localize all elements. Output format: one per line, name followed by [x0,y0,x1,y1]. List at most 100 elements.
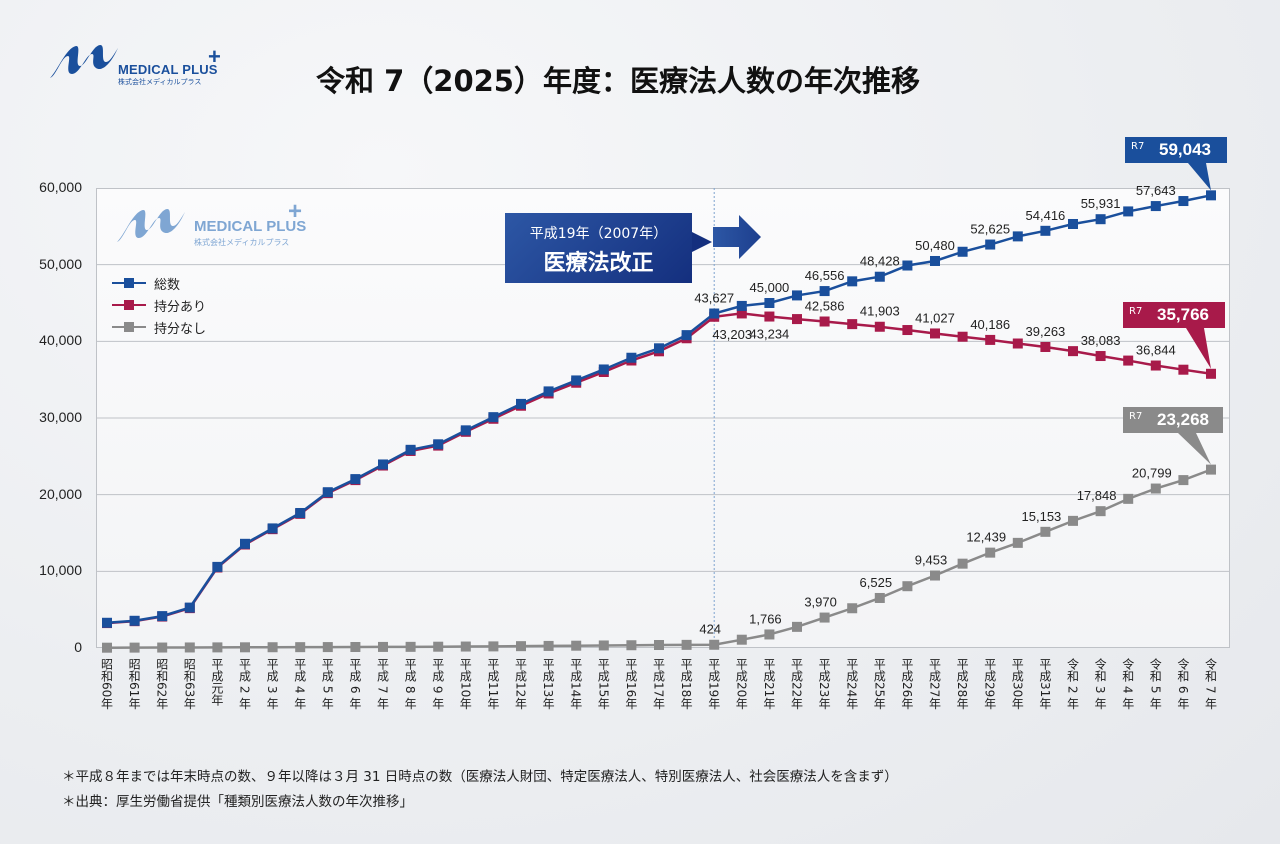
data-point [792,621,802,632]
watermark-swoosh-icon [117,208,185,242]
data-point [571,640,582,651]
data-point [681,639,692,650]
watermark-logo: MEDICAL PLUS + 株式会社メディカルプラス [108,198,308,254]
legend-swatch-icon [112,322,146,332]
data-point [543,386,554,397]
x-tick-label: 令和 5 年 [1148,658,1163,710]
data-point [1012,231,1023,242]
logo-plus: + [208,44,221,69]
data-point [1040,526,1051,537]
data-point [1150,360,1161,371]
data-point [1206,190,1216,201]
data-label: 20,799 [1132,466,1172,481]
watermark-plus: + [288,198,303,225]
data-point [1123,206,1134,217]
x-tick-label: 昭和63年 [182,658,197,710]
x-tick-label: 昭和60年 [99,658,114,710]
x-tick-label: 平成 5 年 [320,658,335,710]
data-point [129,642,140,653]
data-point [902,581,913,592]
data-point [847,603,858,614]
y-tick-label: 30,000 [39,409,82,425]
company-logo: MEDICAL PLUS + 株式会社メディカルプラス [48,40,228,90]
data-point [1178,196,1189,207]
data-label: 39,263 [1026,324,1066,339]
data-point [1095,506,1106,517]
annotation-title: 医療法改正 [543,251,654,276]
data-point [405,444,416,455]
data-label: 1,766 [749,611,782,626]
data-point [322,642,333,653]
data-point [433,439,444,450]
legend-label: 持分あり [154,299,207,315]
data-point [488,641,499,652]
data-point [516,641,526,652]
data-label: 17,848 [1077,488,1117,503]
data-point [516,398,526,409]
data-label: 46,556 [805,268,845,283]
data-point [957,246,968,257]
data-point [571,375,582,386]
data-label: 12,439 [966,530,1006,545]
x-tick-label: 昭和61年 [127,658,142,710]
x-tick-label: 平成12年 [513,658,528,710]
x-tick-label: 平成27年 [927,658,942,710]
data-point [709,639,720,650]
x-tick-label: 平成25年 [872,658,887,710]
data-label: 9,453 [915,553,948,568]
data-point [184,602,195,613]
callout-tag: R7 [1131,141,1145,152]
data-label: 3,970 [804,595,837,610]
data-point [985,239,996,250]
legend-item-total: 総数 [112,272,206,294]
data-point [543,640,554,651]
x-tick-label: 平成 8 年 [403,658,418,710]
logo-text: MEDICAL PLUS [118,62,218,77]
data-point [1068,218,1078,229]
data-label: 52,625 [970,222,1010,237]
x-tick-label: 平成 3 年 [265,658,280,710]
x-tick-label: 平成 2 年 [237,658,252,710]
data-point [985,334,996,345]
legend-swatch-icon [112,300,146,310]
data-point [212,561,223,572]
data-point [1206,368,1216,379]
annotation-pointer [692,232,712,252]
x-tick-label: 平成 7 年 [375,658,390,710]
data-label: 6,525 [860,575,893,590]
x-tick-label: 平成14年 [568,658,583,710]
logo-swoosh-icon [50,44,118,78]
data-point [792,290,802,301]
data-label: 424 [699,622,721,637]
x-tick-label: 昭和62年 [154,658,169,710]
data-point [460,425,471,436]
data-point [764,298,775,308]
data-label: 41,027 [915,310,955,325]
data-point [102,617,112,628]
callout-pointer [1186,328,1211,369]
watermark-text: MEDICAL PLUS [194,218,307,235]
data-label: 57,643 [1136,183,1176,198]
y-tick-label: 40,000 [39,332,82,349]
y-tick-label: 60,000 [39,179,82,195]
data-point [1095,214,1106,225]
data-point [295,642,306,653]
data-point [930,328,940,339]
data-point [874,321,885,332]
data-point [930,570,940,581]
callout-tag: R7 [1129,306,1143,317]
data-point [930,255,940,266]
law-revision-annotation: 平成19年（2007年） 医療法改正 [505,213,692,283]
data-point [681,330,692,341]
callout-value: 59,043 [1159,140,1211,159]
data-point [295,507,306,518]
data-label: 50,480 [915,238,955,253]
footnote-1: ＊平成８年までは年末時点の数、９年以降は３月 31 日時点の数（医療法人財団、特… [62,769,898,785]
data-label: 15,153 [1022,509,1062,524]
right-arrow-icon [713,215,761,259]
data-point [1178,475,1189,486]
data-point [212,642,223,653]
data-label: 55,931 [1081,196,1121,211]
data-point [709,308,720,319]
x-tick-label: 平成13年 [541,658,556,710]
